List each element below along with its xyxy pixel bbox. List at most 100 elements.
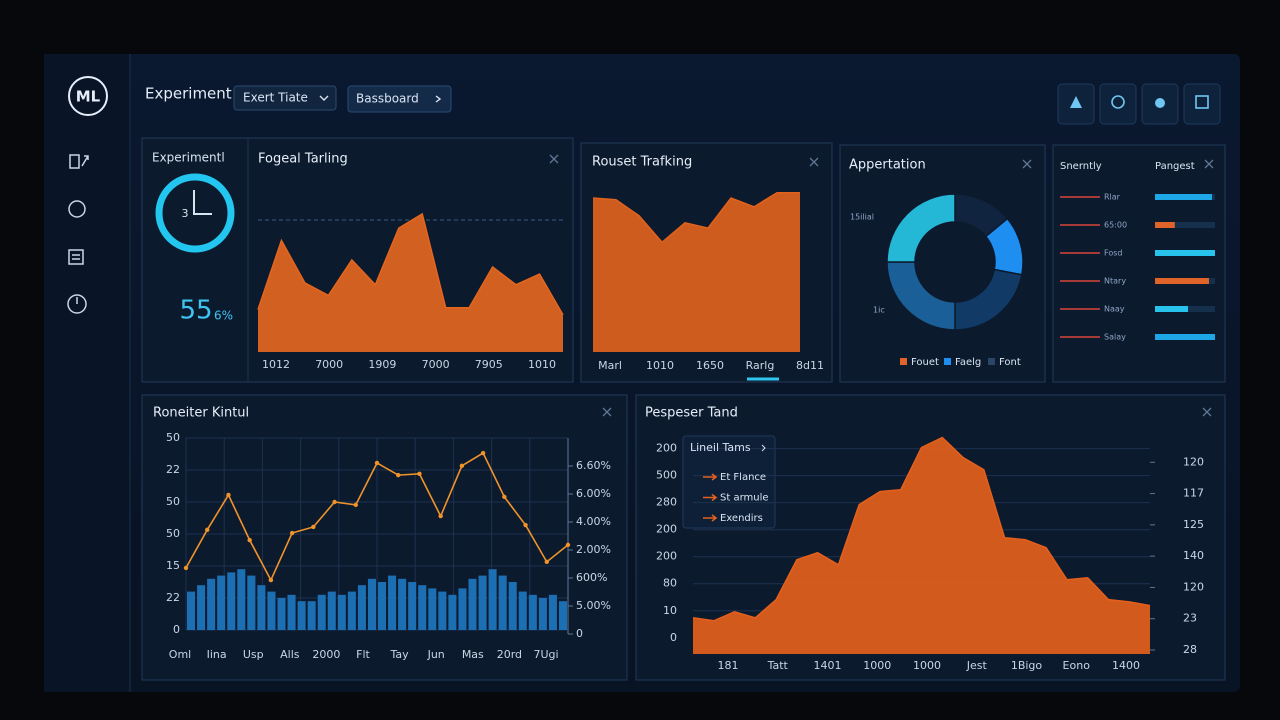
bar	[548, 594, 557, 630]
x-tick-label: 1400	[1112, 659, 1140, 672]
x-tick-label: 8d11	[796, 359, 824, 372]
y-tick-label: 500	[656, 469, 677, 482]
close-icon[interactable]	[1204, 159, 1214, 169]
dropdown-label[interactable]: Exert Tiate	[243, 91, 308, 105]
tool-icon[interactable]	[1111, 95, 1125, 109]
ranking-bar	[1155, 278, 1209, 284]
button[interactable]	[347, 85, 452, 113]
x-tick-label: Tatt	[767, 659, 789, 672]
tool-icon[interactable]	[1070, 96, 1082, 108]
tool-icon[interactable]	[1155, 98, 1165, 108]
toolbar[interactable]	[1057, 83, 1221, 125]
ranking-label: Rlar	[1104, 193, 1121, 202]
line-point	[268, 577, 274, 583]
line-point	[459, 463, 465, 469]
sidebar-icons[interactable]	[67, 154, 89, 314]
ranking-track	[1155, 222, 1215, 228]
bar	[237, 569, 246, 630]
tool-button[interactable]	[1183, 83, 1221, 125]
area	[593, 192, 800, 352]
close-icon[interactable]	[1022, 159, 1032, 169]
x-tick-label: Marl	[598, 359, 622, 372]
logo-ring	[68, 76, 108, 116]
bar	[197, 585, 206, 630]
button-label[interactable]: Bassboard	[356, 92, 419, 106]
card-title: Experimentl	[152, 151, 225, 165]
bar	[357, 585, 366, 630]
dropdown-chevron[interactable]	[319, 95, 329, 101]
y-tick-label: 200	[656, 523, 677, 536]
legend-box	[682, 435, 776, 529]
bar	[317, 594, 326, 630]
y-tick-label: 50	[166, 527, 180, 540]
x-tick-label: 20rd	[497, 648, 522, 661]
sidebar	[44, 54, 130, 692]
ranking-label: Ntary	[1104, 277, 1126, 286]
bar	[337, 594, 346, 630]
x-tick-label: 181	[718, 659, 739, 672]
y-tick-label: 50	[166, 495, 180, 508]
bar	[458, 588, 467, 630]
nav-icon[interactable]	[67, 294, 87, 314]
bar	[378, 582, 387, 630]
dropdown[interactable]	[233, 85, 337, 111]
area-line	[257, 212, 564, 316]
x-tick-label: 1010	[646, 359, 674, 372]
legend-swatch	[900, 358, 907, 365]
y-tick-label: 50	[166, 431, 180, 444]
close-icon[interactable]	[809, 157, 819, 167]
bar	[207, 578, 216, 630]
legend-title: Lineil Tams	[690, 441, 751, 454]
nav-icon[interactable]	[68, 200, 86, 218]
y2-tick-label: 28	[1183, 643, 1197, 656]
header-title: Experiment	[145, 85, 232, 103]
ranking-label: Naay	[1104, 305, 1125, 314]
bar	[428, 588, 437, 630]
bar	[528, 594, 537, 630]
clock-ring	[155, 173, 235, 253]
tool-icon[interactable]	[1195, 95, 1209, 109]
y-tick-label: 280	[656, 496, 677, 509]
legend-entry: Font	[999, 357, 1021, 368]
nav-icon[interactable]	[81, 155, 89, 167]
area-line	[592, 191, 800, 244]
bar	[307, 601, 316, 630]
panel	[141, 394, 628, 681]
x-tick-label: Eono	[1063, 659, 1091, 672]
x-tick-label: 2000	[312, 648, 340, 661]
button-chevron[interactable]	[435, 95, 442, 103]
y-tick-label: 200	[656, 442, 677, 455]
nav-icon[interactable]	[72, 254, 80, 260]
legend-entry: Exendirs	[720, 513, 763, 524]
nav-icon[interactable]	[68, 249, 84, 265]
x-tick-label: Mas	[462, 648, 484, 661]
close-icon[interactable]	[1202, 407, 1212, 417]
bar	[327, 591, 336, 630]
ranking-label: 65:00	[1104, 221, 1127, 230]
bar	[518, 591, 527, 630]
line-point	[544, 559, 549, 565]
close-icons[interactable]	[549, 154, 1214, 417]
y2-tick-label: 120	[1183, 455, 1204, 468]
line-point	[311, 524, 316, 530]
legend-entry: Et Flance	[720, 472, 766, 483]
chart-title: Pespeser Tand	[645, 406, 738, 421]
bar	[538, 598, 547, 630]
x-tick-label: 1Bigo	[1011, 659, 1043, 672]
y2-tick-label: 2.00%	[576, 543, 611, 556]
close-icon[interactable]	[549, 154, 559, 164]
y-tick-label: 22	[166, 463, 180, 476]
chart-title: Fogeal Tarling	[258, 152, 348, 167]
legend-entry: Faelg	[955, 357, 981, 368]
line-point	[502, 494, 507, 500]
legend-marker	[703, 473, 718, 481]
legend-chevron	[761, 444, 766, 452]
bar	[347, 591, 356, 630]
x-tick-label: 1000	[863, 659, 891, 672]
line-point	[523, 522, 528, 528]
bar	[367, 578, 376, 630]
tool-button[interactable]	[1099, 83, 1137, 125]
close-icon[interactable]	[602, 407, 612, 417]
nav-icon[interactable]	[69, 154, 80, 169]
x-tick-label: 1401	[814, 659, 842, 672]
